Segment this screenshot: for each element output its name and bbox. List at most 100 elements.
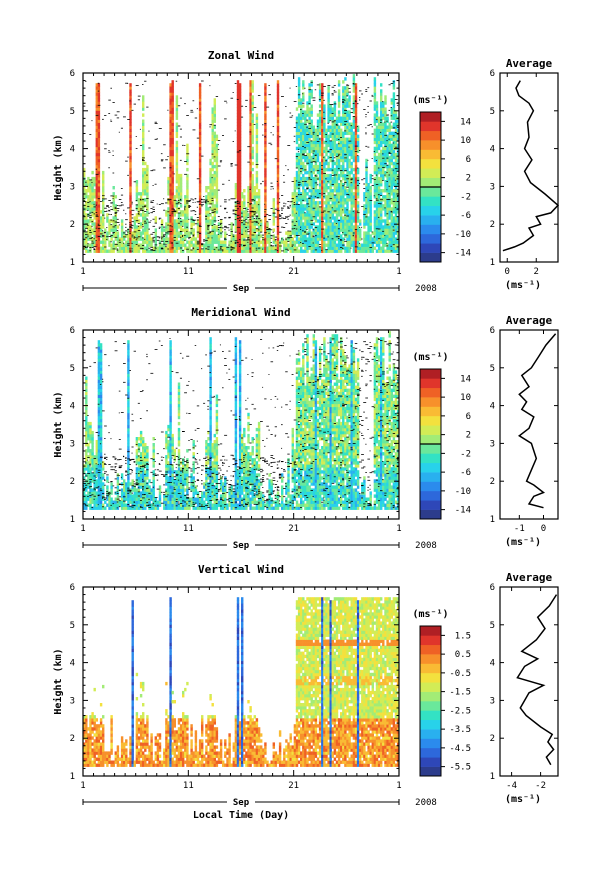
contour-mark (312, 158, 315, 160)
field-cell (344, 77, 347, 81)
contour-mark (110, 224, 113, 226)
field-cell (340, 198, 343, 202)
field-cell (236, 219, 240, 223)
field-cell (356, 149, 360, 154)
field-cell (245, 246, 248, 250)
field-cell (198, 207, 202, 211)
field-cell (148, 237, 151, 241)
field-cell (329, 131, 332, 136)
field-cell (310, 231, 313, 235)
field-cell (297, 128, 301, 133)
field-cell (129, 210, 132, 214)
field-cell (171, 116, 174, 120)
contour-mark (308, 89, 312, 91)
field-cell (249, 195, 252, 199)
field-cell (264, 249, 267, 253)
field-cell (304, 155, 307, 160)
contour-mark (148, 228, 150, 230)
field-cell (335, 158, 339, 163)
field-cell (352, 74, 356, 78)
field-cell (236, 164, 240, 169)
field-cell (182, 234, 185, 238)
field-cell (146, 198, 149, 202)
field-cell (171, 80, 174, 84)
contour-mark (125, 230, 128, 232)
field-cell (302, 143, 305, 148)
field-cell (293, 225, 297, 229)
contour-mark (346, 186, 349, 188)
field-cell (377, 237, 381, 241)
field-cell (142, 101, 145, 105)
field-cell (293, 210, 297, 214)
contour-mark (154, 121, 157, 123)
field-cell (91, 176, 94, 181)
field-cell (95, 164, 99, 169)
field-cell (142, 207, 145, 211)
field-cell (356, 210, 360, 214)
field-cell (331, 146, 335, 151)
field-cell (129, 180, 132, 184)
field-cell (213, 228, 217, 232)
contour-mark (241, 212, 243, 214)
contour-mark (217, 220, 220, 221)
field-cell (354, 122, 358, 126)
field-cell (211, 152, 214, 157)
field-cell (245, 207, 248, 211)
field-cell (169, 86, 172, 90)
field-cell (396, 195, 400, 199)
field-cell (373, 170, 377, 175)
field-cell (306, 143, 309, 148)
field-cell (175, 249, 179, 253)
field-cell (380, 246, 383, 250)
field-cell (171, 231, 174, 235)
field-cell (137, 246, 141, 250)
contour-mark (146, 249, 148, 251)
field-cell (171, 104, 174, 108)
field-cell (380, 107, 383, 111)
field-cell (83, 198, 86, 202)
field-cell (255, 170, 259, 175)
field-cell (179, 234, 183, 238)
field-cell (342, 186, 345, 190)
field-cell (369, 173, 372, 178)
field-cell (123, 246, 126, 250)
field-cell (384, 128, 387, 133)
field-cell (236, 180, 240, 184)
contour-mark (203, 240, 206, 242)
field-cell (312, 152, 316, 157)
field-cell (300, 125, 303, 129)
field-cell (142, 131, 145, 136)
field-cell (243, 213, 246, 217)
field-cell (139, 222, 143, 226)
field-cell (175, 104, 179, 108)
field-cell (300, 161, 303, 166)
contour-mark (295, 196, 298, 197)
field-cell (380, 201, 383, 205)
field-cell (390, 152, 394, 157)
field-cell (361, 249, 364, 253)
field-cell (139, 234, 143, 238)
field-cell (192, 231, 195, 235)
field-cell (314, 134, 318, 139)
contour-mark (224, 199, 227, 201)
field-cell (321, 173, 324, 178)
contour-mark (278, 136, 281, 138)
contour-mark (219, 247, 222, 249)
field-cell (316, 137, 320, 142)
field-cell (97, 152, 101, 157)
contour-mark (89, 230, 91, 231)
field-cell (329, 210, 332, 214)
field-cell (352, 195, 356, 199)
field-cell (310, 237, 313, 241)
field-cell (245, 249, 248, 253)
contour-mark (371, 158, 373, 159)
field-cell (142, 170, 145, 175)
field-cell (365, 240, 368, 244)
field-cell (350, 161, 353, 166)
field-cell (173, 243, 177, 247)
field-cell (133, 222, 137, 226)
field-cell (308, 89, 311, 93)
field-cell (264, 92, 267, 96)
field-cell (396, 122, 400, 126)
field-cell (388, 125, 391, 129)
